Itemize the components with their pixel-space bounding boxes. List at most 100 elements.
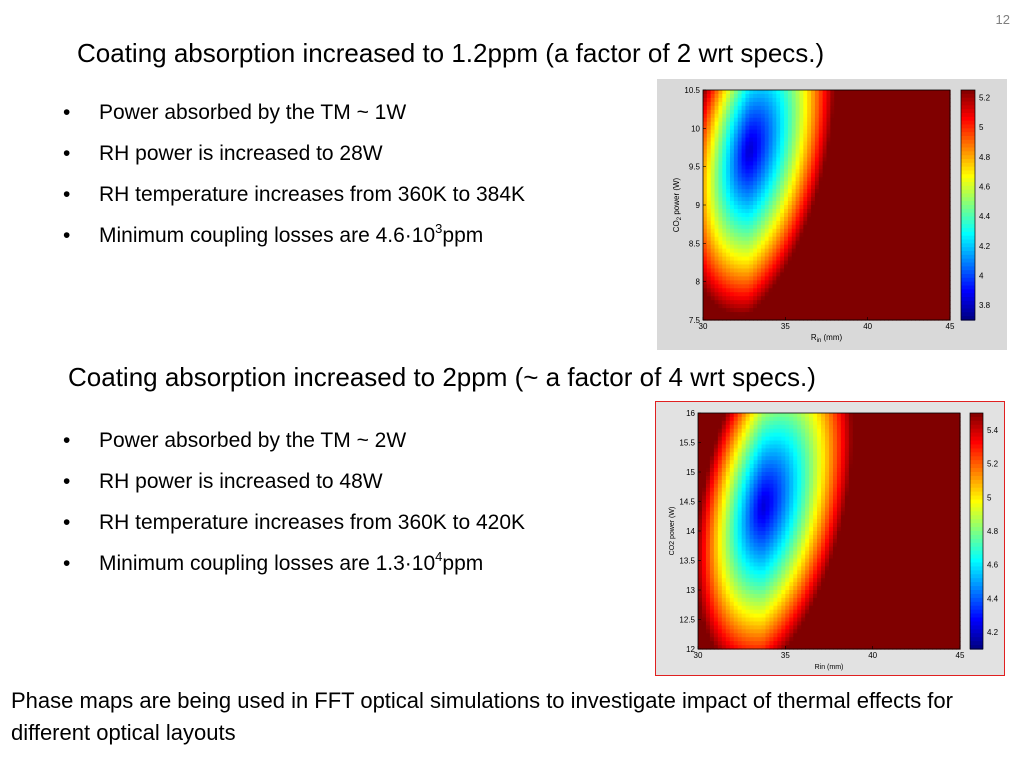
heatmap-cell [907,248,913,254]
heatmap-cell [892,220,897,226]
heatmap-cell [915,177,920,182]
heatmap-cell [807,177,812,182]
heatmap-cell [718,212,723,218]
heatmap-cell [765,511,771,516]
colorbar-tick-label: 5.2 [979,93,991,102]
heatmap-cell [838,312,843,317]
heatmap-cell [769,452,775,457]
heatmap-cell [765,582,771,587]
heatmap-cell [765,479,771,485]
heatmap-cell [757,224,762,230]
heatmap-cell [760,312,766,317]
heatmap-cell [745,570,751,575]
heatmap-cell [849,304,855,309]
heatmap-cell [811,189,816,194]
heatmap-cell [721,436,727,442]
heatmap-cell [868,260,874,266]
heatmap-cell [745,113,750,119]
heatmap-cell [737,193,743,198]
heatmap-cell [930,292,936,297]
heatmap-cell [772,193,777,198]
heatmap-cell [780,153,785,159]
heatmap-cell [787,93,793,99]
heatmap-cell [753,633,759,638]
heatmap-cell [876,256,882,262]
heatmap-cell [884,97,889,103]
heatmap-cell [930,113,936,119]
heatmap-cell [861,308,866,313]
heatmap-cell [703,93,708,99]
heatmap-cell [721,542,727,548]
heatmap-cell [784,216,789,222]
heatmap-cell [741,216,747,222]
heatmap-cell [915,113,920,119]
heatmap-cell [749,460,755,465]
heatmap-cell [892,280,897,285]
heatmap-cell [745,276,750,281]
heatmap-cell [803,248,808,254]
heatmap-cell [799,129,804,135]
heatmap-cell [713,593,719,599]
heatmap-cell [892,149,897,155]
heatmap-cell [776,125,781,131]
heatmap-cell [822,121,828,127]
heatmap-cell [888,212,893,218]
heatmap-cell [934,280,940,285]
heatmap-cell [714,304,720,309]
heatmap-cell [749,475,755,481]
heatmap-cell [841,169,847,174]
heatmap-cell [733,232,739,238]
heatmap-cell [710,173,716,178]
heatmap-cell [745,436,751,442]
heatmap-cell [849,117,855,123]
heatmap-cell [768,292,774,297]
heatmap-cell [849,193,855,198]
heatmap-cell [749,554,755,560]
heatmap-cell [714,90,720,95]
heatmap-cell [733,264,739,270]
heatmap-cell [757,284,762,289]
heatmap-cell [757,645,763,650]
heatmap-cell [705,452,711,457]
heatmap-cell [922,109,928,115]
heatmap-cell [899,197,905,202]
heatmap-cell [934,193,940,198]
heatmap-cell [753,531,759,536]
section1-bullet-list: Power absorbed by the TM ~ 1W RH power i… [60,99,525,263]
heatmap-cell [884,232,889,238]
heatmap-cell [849,220,855,226]
heatmap-cell [915,90,920,95]
heatmap-cell [791,101,797,107]
heatmap-cell [705,495,711,501]
heatmap-cell [745,468,751,473]
heatmap-cell [701,531,707,536]
heatmap-cell [698,586,703,591]
heatmap-cell [780,141,785,147]
heatmap-cell [845,129,851,135]
heatmap-cell [838,236,843,242]
heatmap-cell [861,212,866,218]
heatmap-cell [737,550,743,556]
heatmap-cell [703,268,708,274]
heatmap-cell [773,424,778,430]
heatmap-cell [737,491,743,497]
heatmap-cell [761,538,767,544]
heatmap-cell [903,117,909,123]
heatmap-cell [784,312,789,317]
heatmap-cell [919,272,924,277]
heatmap-cell [857,201,862,206]
heatmap-cell [757,468,763,473]
heatmap-cell [942,133,947,139]
heatmap-cell [888,264,893,270]
heatmap-cell [768,260,774,266]
heatmap-cell [934,212,940,218]
heatmap-cell [776,197,781,202]
heatmap-cell [726,308,731,313]
heatmap-cell [818,280,824,285]
heatmap-cell [718,153,723,159]
heatmap-cell [853,129,858,135]
heatmap-cell [760,208,766,214]
heatmap-cell [769,420,775,426]
heatmap-cell [911,117,916,123]
heatmap-cell [845,153,851,159]
